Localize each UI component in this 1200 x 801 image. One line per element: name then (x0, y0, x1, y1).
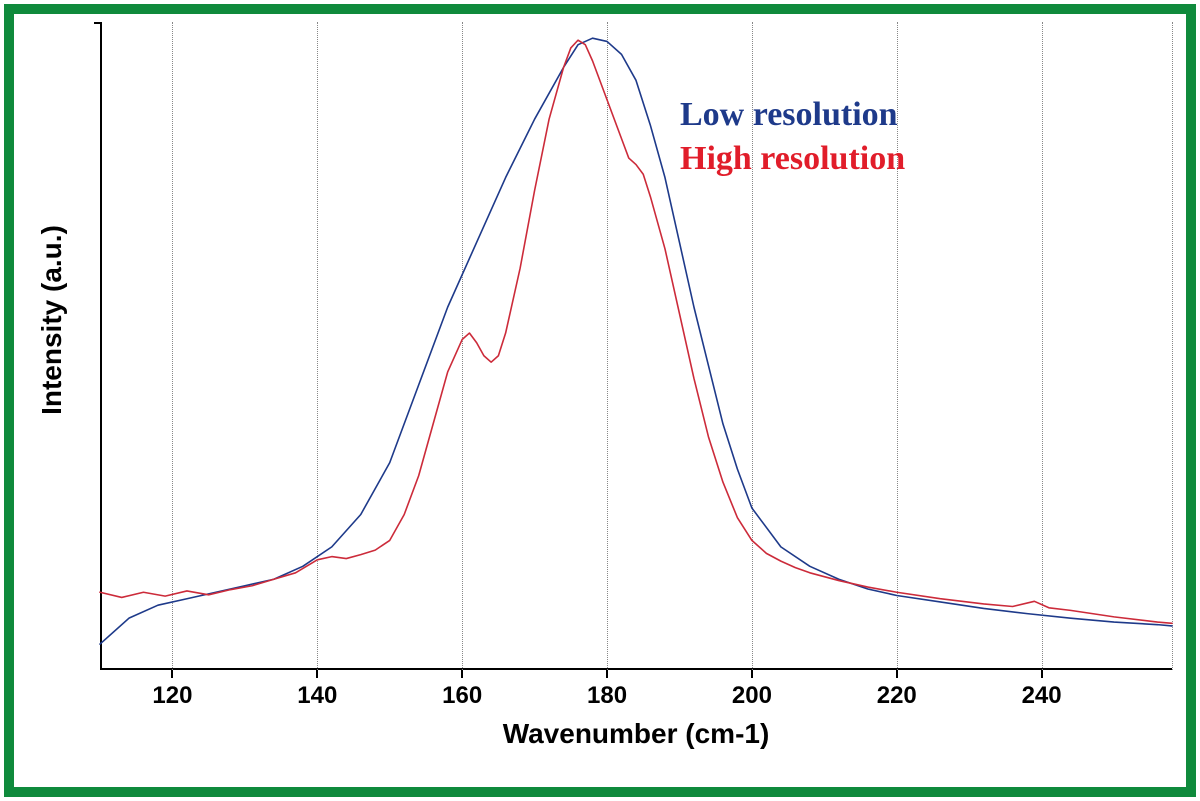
x-tick-mark (171, 670, 173, 678)
x-tick-label: 140 (297, 682, 337, 710)
x-tick-label: 160 (442, 682, 482, 710)
x-tick-mark (896, 670, 898, 678)
x-tick-mark (1041, 670, 1043, 678)
plot-area (100, 22, 1172, 670)
x-tick-label: 120 (152, 682, 192, 710)
gridline (1172, 22, 1173, 670)
series-svg (100, 22, 1172, 670)
x-tick-label: 180 (587, 682, 627, 710)
x-tick-label: 200 (732, 682, 772, 710)
x-tick-mark (751, 670, 753, 678)
legend-high-resolution: High resolution (680, 140, 905, 178)
series-low-resolution (100, 38, 1172, 644)
series-high-resolution (100, 40, 1172, 623)
x-tick-label: 240 (1022, 682, 1062, 710)
x-tick-mark (606, 670, 608, 678)
x-tick-label: 220 (877, 682, 917, 710)
x-axis-label: Wavenumber (cm-1) (503, 718, 770, 750)
legend-low-resolution: Low resolution (680, 96, 898, 134)
x-tick-mark (461, 670, 463, 678)
x-tick-mark (316, 670, 318, 678)
y-axis-label: Intensity (a.u.) (36, 225, 68, 415)
